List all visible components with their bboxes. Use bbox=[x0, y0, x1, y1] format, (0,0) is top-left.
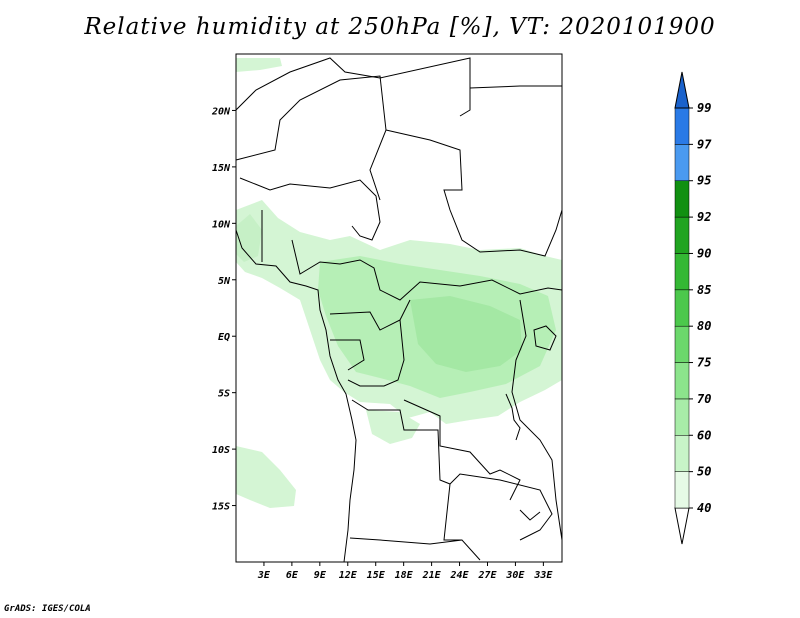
lon-tick-label: 9E bbox=[314, 570, 327, 581]
colorbar-segment bbox=[674, 253, 690, 291]
country-borders bbox=[235, 57, 563, 563]
humidity-region-southwest-atlantic bbox=[236, 446, 296, 508]
colorbar-segment bbox=[674, 144, 690, 181]
colorbar-label: 70 bbox=[697, 392, 711, 406]
colorbar-upper-arrow bbox=[674, 71, 690, 109]
colorbar: 40 50 60 70 75 80 85 90 92 95 97 99 bbox=[674, 71, 712, 545]
humidity-region-inner bbox=[410, 296, 522, 372]
colorbar-label: 90 bbox=[697, 246, 711, 260]
lat-tick-label: 5N bbox=[218, 276, 231, 287]
lon-tick-label: 15E bbox=[367, 570, 386, 581]
colorbar-segment bbox=[674, 325, 690, 363]
lat-tick-label: EQ bbox=[218, 332, 230, 343]
humidity-region-west-africa-strip bbox=[236, 214, 262, 262]
colorbar-segment bbox=[674, 289, 690, 327]
colorbar-label: 75 bbox=[697, 356, 711, 370]
border-drc-south bbox=[403, 399, 521, 501]
colorbar-label: 97 bbox=[697, 137, 712, 151]
border-zambia-mozambique bbox=[349, 473, 553, 561]
lon-tick-label: 6E bbox=[286, 570, 299, 581]
grads-credit: GrADS: IGES/COLA bbox=[4, 604, 91, 614]
colorbar-segment bbox=[674, 362, 690, 400]
lat-tick-label: 15N bbox=[212, 163, 231, 174]
chart-title: Relative humidity at 250hPa [%], VT: 202… bbox=[84, 14, 716, 40]
longitude-axis: 3E 6E 9E 12E 15E 18E 21E 24E 27E 30E 33E bbox=[257, 562, 553, 581]
lon-tick-label: 24E bbox=[450, 570, 470, 581]
lat-tick-label: 15S bbox=[212, 502, 230, 513]
colorbar-segment bbox=[674, 107, 690, 145]
latitude-axis: 20N 15N 10N 5N EQ 5S 10S 15S bbox=[211, 106, 236, 513]
humidity-field bbox=[236, 58, 562, 508]
lat-tick-label: 10S bbox=[212, 445, 230, 456]
border-nigeria-cameroon bbox=[261, 210, 563, 301]
lon-tick-label: 12E bbox=[339, 570, 358, 581]
colorbar-lower-arrow bbox=[674, 507, 690, 545]
lon-tick-label: 21E bbox=[422, 570, 442, 581]
border-drc-east bbox=[511, 299, 563, 541]
colorbar-segment bbox=[674, 435, 690, 472]
lat-tick-label: 10N bbox=[212, 219, 231, 230]
colorbar-segment bbox=[674, 180, 690, 218]
humidity-region-south-angola bbox=[366, 410, 420, 444]
colorbar-segment bbox=[674, 216, 690, 254]
border-angola bbox=[351, 399, 462, 541]
colorbar-label: 60 bbox=[697, 428, 711, 442]
colorbar-label: 99 bbox=[697, 101, 711, 115]
lon-tick-label: 30E bbox=[505, 570, 525, 581]
colorbar-label: 85 bbox=[697, 283, 711, 297]
border-congo-basin bbox=[329, 299, 411, 387]
colorbar-segment bbox=[674, 398, 690, 436]
humidity-region-north-coast bbox=[236, 58, 282, 72]
plot-frame bbox=[235, 53, 563, 563]
lon-tick-label: 27E bbox=[477, 570, 497, 581]
lat-tick-label: 5S bbox=[218, 389, 230, 400]
colorbar-label: 95 bbox=[697, 174, 711, 188]
lake-malawi bbox=[519, 509, 541, 521]
colorbar-label: 92 bbox=[697, 210, 711, 224]
border-sahel-1 bbox=[235, 75, 387, 201]
lake-victoria bbox=[533, 325, 557, 351]
border-north-africa bbox=[235, 57, 471, 117]
lake-tanganyika bbox=[505, 393, 521, 441]
colorbar-label: 40 bbox=[697, 501, 711, 515]
border-east-horn bbox=[469, 85, 562, 89]
lat-tick-label: 20N bbox=[211, 106, 231, 117]
lon-tick-label: 3E bbox=[257, 570, 271, 581]
border-sahel-2 bbox=[239, 177, 381, 241]
border-sudan bbox=[385, 129, 563, 257]
lon-tick-label: 33E bbox=[533, 570, 553, 581]
colorbar-label: 50 bbox=[697, 465, 711, 479]
colorbar-segment bbox=[674, 471, 690, 509]
coastline-west bbox=[235, 229, 357, 563]
colorbar-label: 80 bbox=[697, 319, 711, 333]
lon-tick-label: 18E bbox=[395, 570, 414, 581]
